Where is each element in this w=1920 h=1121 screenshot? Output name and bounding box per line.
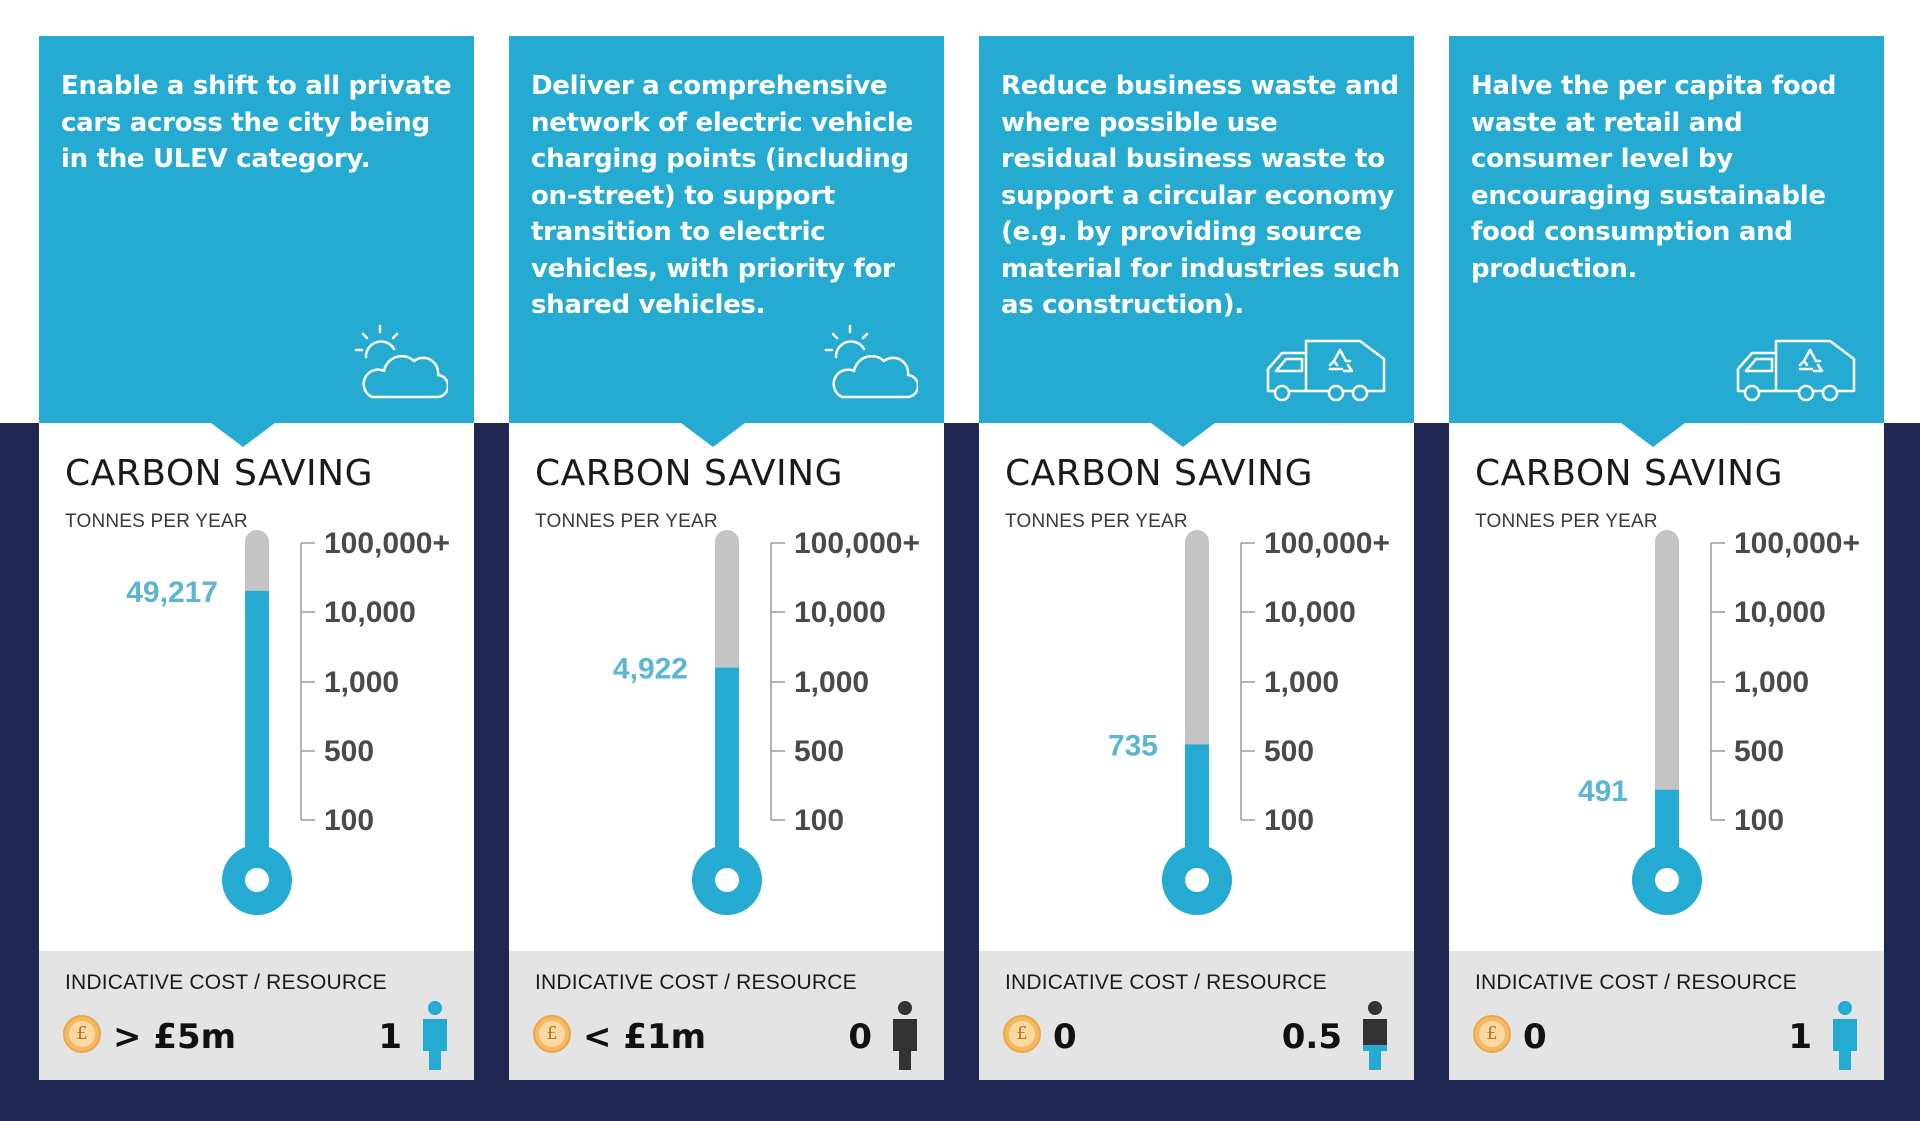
thermometer-bulb-center (1655, 868, 1679, 892)
coin-symbol: £ (539, 1021, 565, 1047)
person-icon (893, 1001, 917, 1070)
pointer-notch (1621, 423, 1685, 447)
carbon-saving-panel: CARBON SAVING TONNES PER YEAR 4,922 100,0… (509, 423, 944, 951)
scale-label: 10,000 (794, 596, 886, 629)
recycling-truck-icon (1266, 339, 1386, 402)
carbon-saving-panel: CARBON SAVING TONNES PER YEAR 491 100,000… (1449, 423, 1884, 951)
scale-label: 100,000+ (794, 527, 920, 560)
carbon-saving-subtitle: TONNES PER YEAR (65, 511, 248, 532)
measure-card-3: Reduce business waste and where possible… (979, 36, 1414, 1080)
card-header: Reduce business waste and where possible… (979, 36, 1414, 423)
person-icon (423, 1001, 447, 1070)
thermometer-bulb-center (245, 868, 269, 892)
person-icon (1363, 1001, 1387, 1070)
thermometer-bulb-center (715, 868, 739, 892)
carbon-saving-value: 4,922 (613, 653, 688, 686)
card-header: Enable a shift to all private cars acros… (39, 36, 474, 423)
carbon-saving-subtitle: TONNES PER YEAR (1475, 511, 1658, 532)
cost-resource-title: INDICATIVE COST / RESOURCE (65, 971, 387, 994)
measure-description: Deliver a comprehensive network of elect… (531, 71, 913, 320)
carbon-saving-panel: CARBON SAVING TONNES PER YEAR 735 100,000… (979, 423, 1414, 951)
indicative-cost: < £1m (583, 1017, 707, 1057)
cost-resource-panel: INDICATIVE COST / RESOURCE £ 0 1 (1449, 951, 1884, 1080)
carbon-saving-value: 49,217 (126, 576, 218, 609)
scale-label: 100,000+ (324, 527, 450, 560)
resource-count: 1 (378, 1017, 402, 1057)
indicative-cost: > £5m (113, 1017, 237, 1057)
carbon-saving-value: 735 (1108, 729, 1158, 762)
scale-label: 100,000+ (1734, 527, 1860, 560)
carbon-saving-subtitle: TONNES PER YEAR (1005, 511, 1188, 532)
thermometer-level (245, 590, 269, 891)
scale-label: 10,000 (324, 596, 416, 629)
sun-cloud-icon (824, 324, 920, 399)
cost-resource-panel: INDICATIVE COST / RESOURCE £ < £1m 0 (509, 951, 944, 1080)
scale-label: 100 (794, 804, 844, 837)
scale-label: 500 (1264, 735, 1314, 768)
scale-label: 100 (1264, 804, 1314, 837)
coin-symbol: £ (1009, 1021, 1035, 1047)
scale-label: 1,000 (1264, 666, 1339, 699)
scale-label: 10,000 (1734, 596, 1826, 629)
recycling-truck-icon (1736, 339, 1856, 402)
cost-resource-panel: INDICATIVE COST / RESOURCE £ 0 0.5 (979, 951, 1414, 1080)
thermometer-bulb-center (1185, 868, 1209, 892)
measure-card-4: Halve the per capita food waste at retai… (1449, 36, 1884, 1080)
cost-resource-title: INDICATIVE COST / RESOURCE (1005, 971, 1327, 994)
thermometer-gauge: 4,922 100,000+ 10,000 1,000 500 100 (613, 527, 920, 915)
pound-coin-icon: £ (1003, 1015, 1041, 1053)
carbon-saving-value: 491 (1578, 775, 1628, 808)
pointer-notch (211, 423, 275, 447)
measure-description: Halve the per capita food waste at retai… (1471, 71, 1837, 284)
pound-coin-icon: £ (1473, 1015, 1511, 1053)
scale-label: 1,000 (324, 666, 399, 699)
scale-label: 100,000+ (1264, 527, 1390, 560)
thermometer-gauge: 735 100,000+ 10,000 1,000 500 100 (1108, 527, 1390, 915)
pointer-notch (681, 423, 745, 447)
pound-coin-icon: £ (533, 1015, 571, 1053)
measure-card-2: Deliver a comprehensive network of elect… (509, 36, 944, 1080)
carbon-saving-title: CARBON SAVING (1005, 453, 1313, 494)
resource-count: 0 (848, 1017, 872, 1057)
thermometer-gauge: 491 100,000+ 10,000 1,000 500 100 (1578, 527, 1860, 915)
scale-label: 500 (324, 735, 374, 768)
scale-label: 500 (794, 735, 844, 768)
cost-resource-title: INDICATIVE COST / RESOURCE (1475, 971, 1797, 994)
cost-resource-panel: INDICATIVE COST / RESOURCE £ > £5m 1 (39, 951, 474, 1080)
carbon-saving-panel: CARBON SAVING TONNES PER YEAR 49,217 100,… (39, 423, 474, 951)
measure-description: Enable a shift to all private cars acros… (61, 71, 452, 174)
resource-count: 0.5 (1281, 1017, 1342, 1057)
scale-label: 10,000 (1264, 596, 1356, 629)
measure-description: Reduce business waste and where possible… (1001, 71, 1400, 320)
card-header: Halve the per capita food waste at retai… (1449, 36, 1884, 423)
scale-label: 100 (1734, 804, 1784, 837)
thermometer-gauge: 49,217 100,000+ 10,000 1,000 500 100 (126, 527, 450, 915)
person-icon (1833, 1001, 1857, 1070)
sun-cloud-icon (354, 324, 450, 399)
coin-symbol: £ (1479, 1021, 1505, 1047)
carbon-saving-title: CARBON SAVING (535, 453, 843, 494)
card-header: Deliver a comprehensive network of elect… (509, 36, 944, 423)
resource-count: 1 (1788, 1017, 1812, 1057)
scale-label: 1,000 (794, 666, 869, 699)
carbon-saving-title: CARBON SAVING (65, 453, 373, 494)
carbon-saving-subtitle: TONNES PER YEAR (535, 511, 718, 532)
scale-label: 500 (1734, 735, 1784, 768)
indicative-cost: 0 (1053, 1017, 1077, 1057)
measure-card-1: Enable a shift to all private cars acros… (39, 36, 474, 1080)
scale-label: 1,000 (1734, 666, 1809, 699)
scale-label: 100 (324, 804, 374, 837)
indicative-cost: 0 (1523, 1017, 1547, 1057)
coin-symbol: £ (69, 1021, 95, 1047)
pound-coin-icon: £ (63, 1015, 101, 1053)
pointer-notch (1151, 423, 1215, 447)
cost-resource-title: INDICATIVE COST / RESOURCE (535, 971, 857, 994)
carbon-saving-title: CARBON SAVING (1475, 453, 1783, 494)
